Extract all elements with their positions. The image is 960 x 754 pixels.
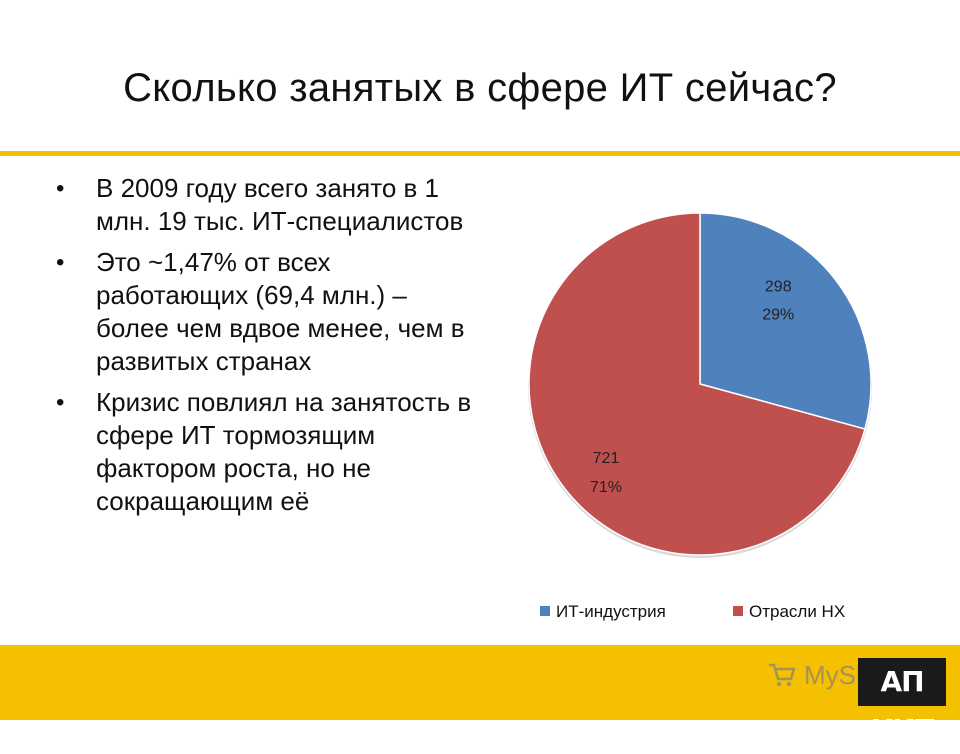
bullet-symbol: •: [56, 249, 65, 276]
footer-bar: [0, 645, 960, 720]
pie-slice-other-sectors: [528, 212, 866, 556]
bullet-text: Это ~1,47% от всех работающих (69,4 млн.…: [96, 247, 465, 376]
data-label-value-it-industry: 298: [765, 279, 792, 296]
bullet-item: • В 2009 году всего занято в 1 млн. 19 т…: [56, 172, 476, 238]
legend-label-other-sectors: Отрасли НХ: [749, 602, 845, 621]
pie-chart: 298 29% 721 71% ИТ-индустрия Отрасли НХ: [528, 212, 872, 621]
bullet-text: Кризис повлиял на занятость в сфере ИТ т…: [96, 387, 472, 516]
chart-legend: ИТ-индустрия Отрасли НХ: [540, 602, 845, 621]
pie-slice-it-industry: [699, 212, 872, 430]
data-label-percent-other-sectors: 71%: [590, 479, 622, 496]
bullet-symbol: •: [56, 175, 65, 202]
legend-swatch-other-sectors: [733, 606, 743, 616]
pie-labels: 298 29% 721 71%: [590, 279, 794, 496]
data-label-percent-it-industry: 29%: [762, 307, 794, 324]
bullet-list: • В 2009 году всего занято в 1 млн. 19 т…: [56, 172, 476, 526]
bullet-text: В 2009 году всего занято в 1 млн. 19 тыс…: [96, 173, 464, 236]
bullet-item: • Это ~1,47% от всех работающих (69,4 мл…: [56, 246, 476, 378]
data-label-value-other-sectors: 721: [593, 450, 620, 467]
apkit-logo: АП КИТ: [858, 658, 946, 746]
cart-icon: [769, 663, 796, 687]
bullet-symbol: •: [56, 389, 65, 416]
bullet-item: • Кризис повлиял на занятость в сфере ИТ…: [56, 386, 476, 518]
title-divider: [0, 151, 960, 156]
legend-swatch-it-industry: [540, 606, 550, 616]
slide-title: Сколько занятых в сфере ИТ сейчас?: [123, 66, 837, 110]
pie-slices: [528, 212, 872, 558]
legend-label-it-industry: ИТ-индустрия: [556, 602, 666, 621]
